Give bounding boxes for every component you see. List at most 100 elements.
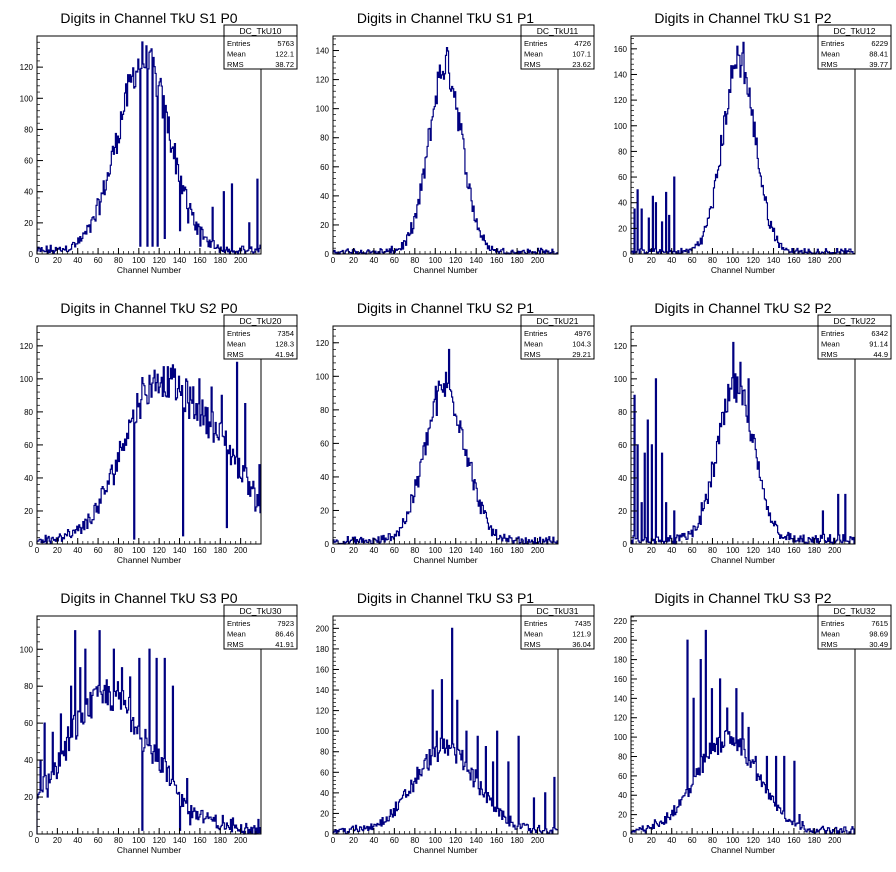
stats-value-entries: 6229 [871, 39, 888, 48]
histogram-series-line [332, 348, 558, 545]
stats-label-rms: RMS [524, 640, 541, 649]
x-tick-label: 180 [510, 836, 524, 845]
stats-label-entries: Entries [524, 39, 548, 48]
y-tick-label: 120 [316, 339, 330, 348]
x-tick-label: 160 [193, 836, 207, 845]
stats-label-entries: Entries [821, 619, 845, 628]
stats-box-frame [223, 314, 298, 360]
histogram-series-line [332, 47, 558, 255]
stats-value-rms: 38.72 [275, 60, 294, 69]
y-tick-label: 0 [29, 830, 34, 839]
x-tick-label: 180 [214, 546, 228, 555]
stats-label-entries: Entries [524, 329, 548, 338]
histogram-panel: Digits in Channel TkU S1 P1 0 20 40 60 80 100 1… [316, 10, 595, 275]
y-tick-label: 100 [20, 375, 34, 384]
x-tick-label: 0 [35, 256, 40, 265]
x-tick-label: 40 [73, 836, 82, 845]
y-tick-label: 100 [614, 375, 628, 384]
x-tick-label: 80 [708, 836, 717, 845]
stats-value-mean: 104.3 [572, 340, 591, 349]
y-tick-label: 20 [618, 224, 627, 233]
y-tick-label: 200 [316, 624, 330, 633]
stats-box-frame [223, 604, 298, 650]
x-tick-label: 40 [369, 546, 378, 555]
stats-box-frame [520, 24, 595, 70]
y-tick-label: 20 [24, 793, 33, 802]
x-tick-label: 40 [667, 836, 676, 845]
x-tick-label: 0 [629, 836, 634, 845]
stats-label-entries: Entries [821, 39, 845, 48]
y-tick-label: 140 [316, 47, 330, 56]
x-axis-label: Channel Number [413, 265, 477, 275]
stats-label-mean: Mean [227, 50, 246, 59]
x-tick-label: 100 [429, 546, 443, 555]
x-tick-label: 140 [470, 836, 484, 845]
x-tick-label: 80 [410, 836, 419, 845]
stats-label-mean: Mean [227, 340, 246, 349]
y-tick-label: 100 [316, 727, 330, 736]
y-tick-label: 80 [618, 147, 627, 156]
x-tick-label: 120 [153, 256, 167, 265]
x-tick-label: 200 [531, 256, 545, 265]
stats-label-mean: Mean [227, 630, 246, 639]
y-tick-label: 0 [623, 830, 628, 839]
y-tick-label: 80 [618, 752, 627, 761]
y-tick-label: 160 [614, 675, 628, 684]
y-tick-label: 20 [320, 506, 329, 515]
stats-box-frame [520, 604, 595, 650]
stats-value-rms: 36.04 [572, 640, 591, 649]
stats-label-rms: RMS [821, 60, 838, 69]
stats-label-mean: Mean [821, 630, 840, 639]
y-tick-label: 160 [316, 665, 330, 674]
x-tick-label: 0 [331, 256, 336, 265]
x-tick-label: 200 [828, 836, 842, 845]
chart-title: Digits in Channel TkU S1 P2 [654, 10, 831, 26]
y-tick-label: 80 [24, 125, 33, 134]
x-tick-label: 20 [349, 836, 358, 845]
x-tick-label: 100 [726, 256, 740, 265]
x-tick-label: 0 [331, 546, 336, 555]
y-tick-label: 40 [320, 789, 329, 798]
x-tick-label: 60 [94, 546, 103, 555]
x-tick-label: 60 [688, 546, 697, 555]
x-tick-label: 80 [410, 546, 419, 555]
stats-histogram-name: DC_TkU20 [239, 316, 281, 326]
y-tick-label: 40 [618, 474, 627, 483]
stats-value-entries: 7435 [574, 619, 591, 628]
x-tick-label: 120 [449, 546, 463, 555]
x-tick-label: 140 [173, 256, 187, 265]
stats-value-entries: 7923 [277, 619, 294, 628]
y-tick-label: 140 [614, 694, 628, 703]
stats-box: DC_TkU21 Entries 4976 Mean 104.3 RMS 29.21 [520, 314, 595, 360]
x-tick-label: 200 [828, 546, 842, 555]
stats-value-entries: 7615 [871, 619, 888, 628]
stats-value-mean: 98.69 [869, 630, 888, 639]
x-tick-label: 200 [234, 836, 248, 845]
stats-value-mean: 122.1 [275, 50, 294, 59]
y-tick-label: 40 [24, 756, 33, 765]
x-tick-label: 60 [688, 836, 697, 845]
stats-histogram-name: DC_TkU22 [833, 316, 875, 326]
stats-label-mean: Mean [524, 50, 543, 59]
x-tick-label: 160 [787, 256, 801, 265]
x-tick-label: 180 [808, 256, 822, 265]
histogram-panel: Digits in Channel TkU S3 P2 0 20 40 60 80 100 1… [614, 590, 892, 855]
stats-histogram-name: DC_TkU11 [537, 26, 579, 36]
y-tick-label: 60 [320, 439, 329, 448]
y-tick-label: 0 [29, 250, 34, 259]
stats-value-rms: 29.21 [572, 350, 591, 359]
chart-title: Digits in Channel TkU S2 P1 [357, 300, 534, 316]
y-tick-label: 60 [618, 173, 627, 182]
y-tick-label: 100 [316, 105, 330, 114]
x-tick-label: 20 [647, 836, 656, 845]
x-tick-label: 80 [708, 256, 717, 265]
y-tick-label: 120 [20, 342, 34, 351]
x-tick-label: 160 [490, 546, 504, 555]
x-tick-label: 180 [808, 836, 822, 845]
x-tick-label: 160 [787, 546, 801, 555]
x-tick-label: 20 [53, 836, 62, 845]
stats-value-entries: 4976 [574, 329, 591, 338]
stats-value-mean: 107.1 [572, 50, 591, 59]
chart-title: Digits in Channel TkU S3 P1 [357, 590, 534, 606]
y-tick-label: 0 [325, 250, 330, 259]
